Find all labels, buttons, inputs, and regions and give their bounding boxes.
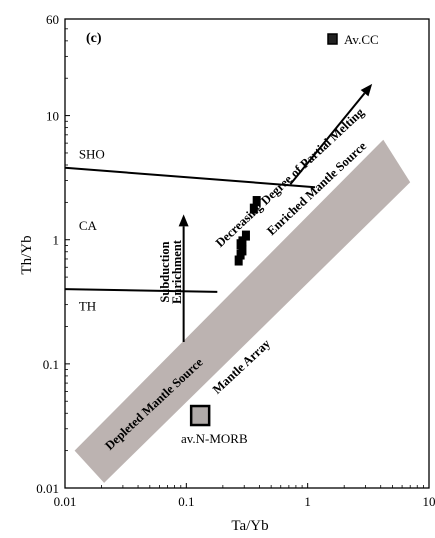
sample-point-3 — [241, 230, 250, 241]
sample-point-2 — [249, 203, 258, 214]
x-tick-label: 0.1 — [178, 494, 194, 509]
sample-point-5 — [236, 239, 245, 250]
boundary-line-2 — [64, 288, 218, 293]
legend: Av.CC — [327, 32, 379, 47]
x-axis-title: Ta/Yb — [231, 518, 268, 534]
sample-points — [234, 196, 261, 266]
region-label-sho: SHO — [79, 147, 105, 162]
legend-marker-av-cc — [327, 33, 338, 45]
sample-point-8 — [234, 255, 243, 266]
legend-label-av-cc: Av.CC — [344, 32, 379, 47]
y-tick-label: 1 — [53, 233, 60, 248]
annotation-subduction: Subduction — [158, 241, 172, 302]
annotation-enrichment: Enrichment — [170, 239, 184, 304]
reference-points — [189, 404, 211, 427]
x-tick-label: 10 — [423, 494, 435, 509]
process-arrows — [178, 83, 373, 343]
y-tick-label: 10 — [46, 109, 59, 124]
region-label-th: TH — [79, 298, 96, 313]
y-tick-label: 0.01 — [36, 481, 59, 496]
mantle-array-band — [74, 139, 411, 483]
y-axis: 0.01 0.1 1 10 60 — [36, 12, 70, 496]
sample-point-1 — [252, 196, 261, 207]
y-tick-label: 0.1 — [43, 357, 59, 372]
field-boundary-lines — [64, 166, 316, 293]
sample-point-7 — [236, 249, 245, 260]
boundary-line-1 — [64, 166, 316, 189]
partial-melting-arrow-head — [360, 83, 373, 97]
x-axis: 0.01 0.1 1 10 — [54, 483, 435, 509]
panel-label: (c) — [86, 31, 102, 46]
annotation-av-n-morb: av.N-MORB — [181, 431, 248, 446]
x-tick-label: 0.01 — [54, 494, 77, 509]
region-labels: SHO CA TH — [79, 147, 105, 314]
y-axis-title: Th/Yb — [19, 235, 35, 274]
region-label-ca: CA — [79, 218, 98, 233]
y-tick-label: 60 — [46, 12, 59, 27]
subduction-enrichment-arrow-head — [178, 214, 189, 227]
plot-frame — [64, 18, 430, 489]
x-tick-label: 1 — [304, 494, 311, 509]
reference-point-av-n-morb — [189, 404, 211, 427]
partial-melting-arrow-shaft — [289, 92, 366, 185]
